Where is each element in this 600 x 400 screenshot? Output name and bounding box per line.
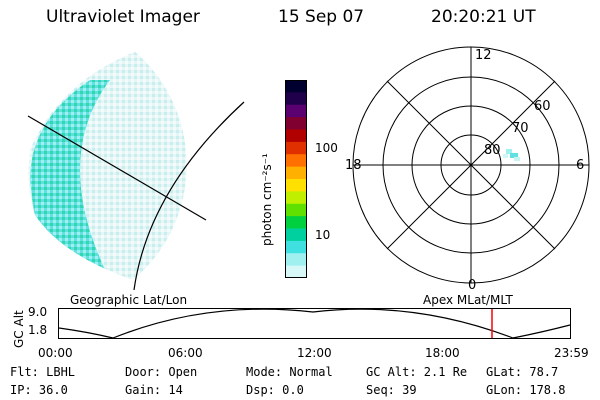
timeline-xtick-0600: 06:00 <box>168 346 203 360</box>
info-mode: Mode: Normal <box>246 365 333 379</box>
polar-label-6: 6 <box>576 158 584 173</box>
timeline-left-label: Geographic Lat/Lon <box>70 293 188 307</box>
timeline-frame <box>58 308 571 339</box>
altitude-timeline <box>58 308 571 339</box>
polar-label-0: 0 <box>468 278 476 290</box>
polar-label-18: 18 <box>345 158 362 173</box>
timeline-ytick-9: 9.0 <box>28 305 48 319</box>
colorbar-swatch <box>285 141 307 155</box>
colorbar <box>285 80 307 278</box>
colorbar-tick-100: 100 <box>315 141 338 155</box>
info-glat: GLat: 78.7 <box>486 365 559 379</box>
polar-emission-spot <box>503 149 520 161</box>
date-label: 15 Sep 07 <box>278 7 365 27</box>
colorbar-tick-10: 10 <box>315 228 331 242</box>
info-ip: IP: 36.0 <box>10 383 68 397</box>
timeline-axis-label: GC Alt <box>12 310 26 348</box>
timeline-ytick-1.8: 1.8 <box>28 323 48 337</box>
instrument-title: Ultraviolet Imager <box>46 7 200 27</box>
colorbar-swatch <box>285 179 307 192</box>
polar-lat-70: 70 <box>512 121 529 136</box>
colorbar-swatch <box>285 191 307 205</box>
colorbar-swatch <box>285 80 307 93</box>
terminator-line <box>27 115 207 221</box>
timeline-xtick-1800: 18:00 <box>425 346 460 360</box>
info-gc-alt: GC Alt: 2.1 Re <box>366 365 468 379</box>
info-filter: Flt: LBHL <box>10 365 76 379</box>
info-door: Door: Open <box>125 365 198 379</box>
altitude-curve <box>58 308 571 339</box>
colorbar-frame <box>285 80 307 278</box>
polar-lat-60: 60 <box>534 99 551 114</box>
orbit-track <box>133 101 245 290</box>
polar-diag-2 <box>386 80 556 250</box>
colorbar-swatch <box>285 104 307 118</box>
colorbar-swatch <box>285 265 307 278</box>
timeline-right-label: Apex MLat/MLT <box>423 293 513 307</box>
info-gain: Gain: 14 <box>125 383 183 397</box>
info-glon: GLon: 178.8 <box>486 383 566 397</box>
colorbar-swatch <box>285 92 307 106</box>
colorbar-swatch <box>285 240 307 254</box>
timeline-xtick-0000: 00:00 <box>38 346 73 360</box>
polar-plot: 12 18 6 0 60 70 80 <box>345 46 590 290</box>
colorbar-unit-label: photon cm⁻²s⁻¹ <box>260 153 274 246</box>
colorbar-swatch <box>285 253 307 267</box>
colorbar-swatch <box>285 129 307 143</box>
colorbar-swatch <box>285 117 307 131</box>
colorbar-swatch <box>285 166 307 180</box>
polar-lat-80: 80 <box>484 143 501 158</box>
colorbar-swatch <box>285 203 307 217</box>
time-label: 20:20:21 UT <box>431 7 536 27</box>
colorbar-swatch <box>285 216 307 230</box>
geographic-image <box>27 50 245 290</box>
info-dsp: Dsp: 0.0 <box>246 383 304 397</box>
colorbar-swatch <box>285 228 307 242</box>
auroral-emission <box>28 50 187 280</box>
timeline-xtick-1200: 12:00 <box>297 346 332 360</box>
info-seq: Seq: 39 <box>366 383 417 397</box>
polar-label-12: 12 <box>475 48 492 63</box>
colorbar-swatch <box>285 154 307 168</box>
timeline-xtick-2359: 23:59 <box>554 346 589 360</box>
